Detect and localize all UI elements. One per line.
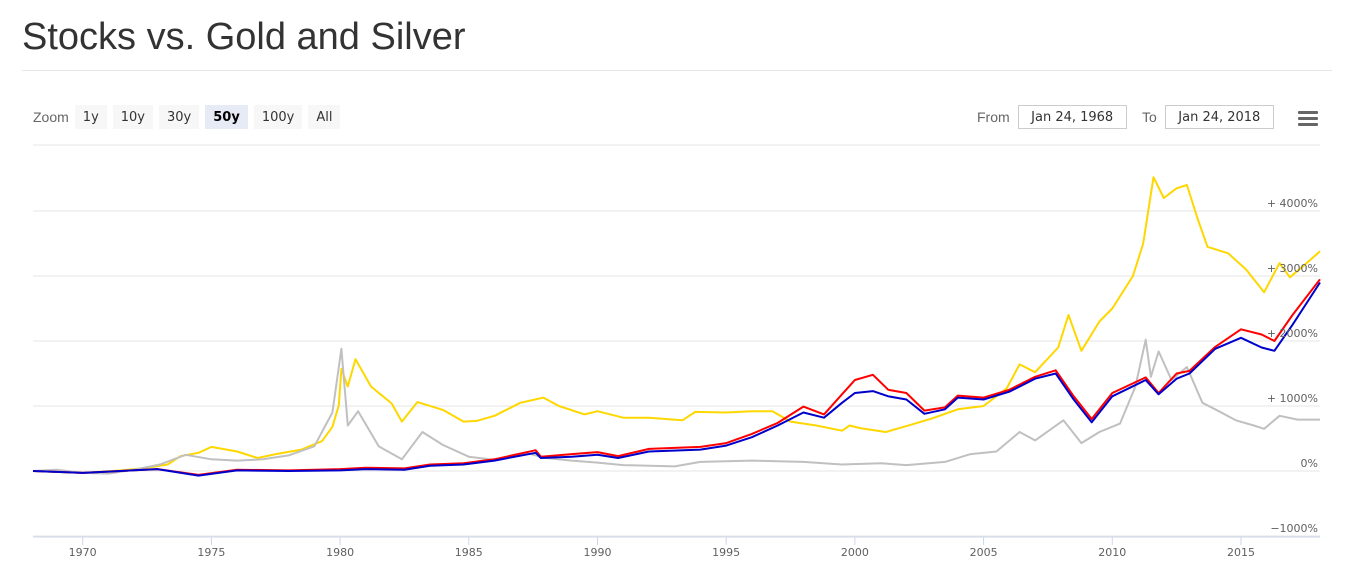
y-tick-label: + 4000%: [1267, 197, 1318, 210]
x-tick-label: 1985: [455, 546, 483, 559]
y-tick-label: −1000%: [1270, 522, 1318, 535]
x-tick-label: 1995: [712, 546, 740, 559]
zoom-30y-button[interactable]: 30y: [159, 105, 200, 129]
zoom-50y-button[interactable]: 50y: [205, 105, 248, 129]
zoom-label: Zoom: [33, 109, 69, 125]
series-line-0: [32, 176, 1321, 474]
zoom-10y-button[interactable]: 10y: [112, 105, 154, 129]
to-date-input[interactable]: [1164, 105, 1274, 129]
x-tick-label: 1970: [69, 546, 97, 559]
hamburger-menu-icon[interactable]: [1296, 108, 1320, 128]
y-tick-label: + 3000%: [1267, 262, 1318, 275]
zoom-range-selector: Zoom 1y 10y 30y 50y 100y All: [33, 105, 346, 129]
x-tick-label: 2010: [1098, 546, 1126, 559]
series-line-3: [32, 281, 1321, 477]
x-tick-label: 2005: [970, 546, 998, 559]
y-tick-label: + 2000%: [1267, 327, 1318, 340]
zoom-100y-button[interactable]: 100y: [253, 105, 303, 129]
y-tick-label: 0%: [1301, 457, 1318, 470]
from-label: From: [977, 109, 1010, 125]
x-tick-label: 1975: [197, 546, 225, 559]
zoom-1y-button[interactable]: 1y: [74, 105, 107, 129]
y-tick-label: + 1000%: [1267, 392, 1318, 405]
x-tick-label: 1990: [583, 546, 611, 559]
series-line-2: [32, 278, 1321, 476]
to-label: To: [1142, 109, 1157, 125]
x-tick-label: 1980: [326, 546, 354, 559]
to-date-group: To: [1142, 104, 1274, 130]
zoom-all-button[interactable]: All: [308, 105, 341, 129]
from-date-group: From: [977, 104, 1127, 130]
page-title: Stocks vs. Gold and Silver: [22, 16, 466, 58]
series-line-1: [32, 338, 1320, 475]
x-tick-label: 2000: [841, 546, 869, 559]
from-date-input[interactable]: [1017, 105, 1127, 129]
x-tick-label: 2015: [1227, 546, 1255, 559]
title-divider: [22, 70, 1332, 71]
